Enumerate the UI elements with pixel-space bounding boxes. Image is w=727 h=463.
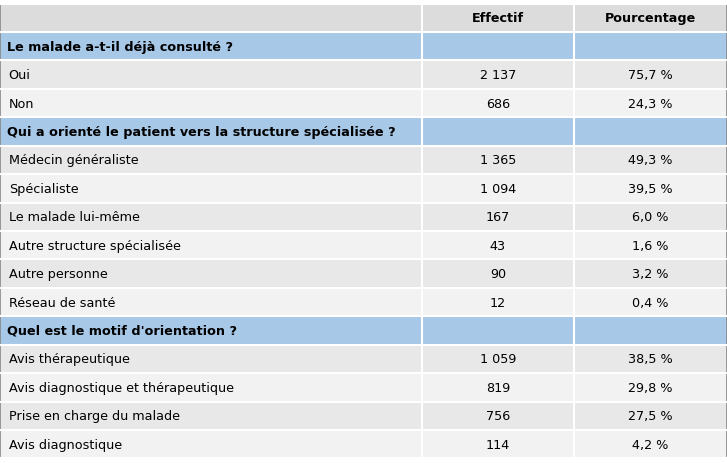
Text: 29,8 %: 29,8 % (628, 381, 673, 394)
Text: 43: 43 (490, 239, 506, 252)
Text: 819: 819 (486, 381, 510, 394)
Text: Réseau de santé: Réseau de santé (9, 296, 115, 309)
Text: 167: 167 (486, 211, 510, 224)
Text: 6,0 %: 6,0 % (632, 211, 669, 224)
Text: Médecin généraliste: Médecin généraliste (9, 154, 138, 167)
Text: Avis diagnostique: Avis diagnostique (9, 438, 122, 450)
Bar (422, 401, 574, 430)
Bar (0, 260, 422, 288)
Bar (0, 288, 422, 317)
Text: 90: 90 (490, 268, 506, 281)
Text: 3,2 %: 3,2 % (632, 268, 669, 281)
Text: 75,7 %: 75,7 % (628, 69, 673, 82)
Bar (422, 203, 574, 232)
Bar (574, 232, 727, 260)
Text: Effectif: Effectif (472, 13, 524, 25)
Bar (422, 430, 574, 458)
Bar (574, 90, 727, 118)
Bar (574, 175, 727, 203)
Bar (0, 175, 422, 203)
Bar (574, 61, 727, 90)
Bar (574, 260, 727, 288)
Bar (0, 118, 422, 146)
Bar (574, 430, 727, 458)
Text: Spécialiste: Spécialiste (9, 182, 79, 195)
Text: 1 059: 1 059 (480, 353, 516, 366)
Bar (422, 260, 574, 288)
Text: Le malade a-t-il déjà consulté ?: Le malade a-t-il déjà consulté ? (7, 41, 233, 54)
Text: 24,3 %: 24,3 % (628, 97, 673, 110)
Text: Avis diagnostique et thérapeutique: Avis diagnostique et thérapeutique (9, 381, 233, 394)
Bar (0, 33, 422, 61)
Bar (0, 345, 422, 373)
Bar (422, 146, 574, 175)
Bar (0, 232, 422, 260)
Bar (574, 5, 727, 33)
Text: 39,5 %: 39,5 % (628, 182, 673, 195)
Text: 1 094: 1 094 (480, 182, 516, 195)
Text: 12: 12 (490, 296, 506, 309)
Bar (422, 232, 574, 260)
Text: 114: 114 (486, 438, 510, 450)
Text: 27,5 %: 27,5 % (628, 409, 673, 422)
Bar (422, 317, 574, 345)
Bar (0, 317, 422, 345)
Bar (574, 317, 727, 345)
Bar (574, 345, 727, 373)
Text: Le malade lui-même: Le malade lui-même (9, 211, 140, 224)
Text: 756: 756 (486, 409, 510, 422)
Bar (0, 146, 422, 175)
Text: 1 365: 1 365 (480, 154, 516, 167)
Bar (574, 373, 727, 402)
Text: 1,6 %: 1,6 % (632, 239, 669, 252)
Bar (574, 118, 727, 146)
Bar (574, 401, 727, 430)
Bar (422, 90, 574, 118)
Bar (0, 373, 422, 402)
Text: Autre personne: Autre personne (9, 268, 108, 281)
Bar (422, 345, 574, 373)
Text: 0,4 %: 0,4 % (632, 296, 669, 309)
Bar (0, 401, 422, 430)
Bar (574, 33, 727, 61)
Text: Oui: Oui (9, 69, 31, 82)
Bar (574, 146, 727, 175)
Text: Pourcentage: Pourcentage (605, 13, 696, 25)
Text: Prise en charge du malade: Prise en charge du malade (9, 409, 180, 422)
Text: 38,5 %: 38,5 % (628, 353, 673, 366)
Text: 49,3 %: 49,3 % (628, 154, 673, 167)
Bar (0, 61, 422, 90)
Bar (422, 5, 574, 33)
Bar (0, 90, 422, 118)
Bar (422, 33, 574, 61)
Text: Avis thérapeutique: Avis thérapeutique (9, 353, 129, 366)
Bar (0, 203, 422, 232)
Bar (422, 373, 574, 402)
Text: Autre structure spécialisée: Autre structure spécialisée (9, 239, 180, 252)
Text: Quel est le motif d'orientation ?: Quel est le motif d'orientation ? (7, 324, 237, 337)
Text: 686: 686 (486, 97, 510, 110)
Text: 4,2 %: 4,2 % (632, 438, 669, 450)
Text: Qui a orienté le patient vers la structure spécialisée ?: Qui a orienté le patient vers la structu… (7, 126, 396, 139)
Bar (0, 430, 422, 458)
Bar (422, 175, 574, 203)
Bar (422, 118, 574, 146)
Bar (574, 288, 727, 317)
Bar (574, 203, 727, 232)
Text: Non: Non (9, 97, 34, 110)
Bar (422, 61, 574, 90)
Bar (422, 288, 574, 317)
Bar (0, 5, 422, 33)
Text: 2 137: 2 137 (480, 69, 516, 82)
